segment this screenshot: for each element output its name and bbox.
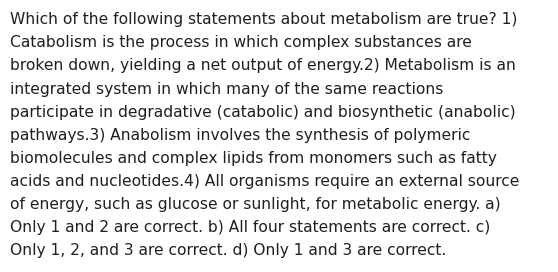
Text: acids and nucleotides.4) All organisms require an external source: acids and nucleotides.4) All organisms r…	[10, 174, 519, 189]
Text: Which of the following statements about metabolism are true? 1): Which of the following statements about …	[10, 12, 517, 27]
Text: participate in degradative (catabolic) and biosynthetic (anabolic): participate in degradative (catabolic) a…	[10, 105, 516, 120]
Text: biomolecules and complex lipids from monomers such as fatty: biomolecules and complex lipids from mon…	[10, 151, 497, 166]
Text: Only 1 and 2 are correct. b) All four statements are correct. c): Only 1 and 2 are correct. b) All four st…	[10, 220, 490, 235]
Text: broken down, yielding a net output of energy.2) Metabolism is an: broken down, yielding a net output of en…	[10, 58, 516, 73]
Text: integrated system in which many of the same reactions: integrated system in which many of the s…	[10, 82, 444, 97]
Text: of energy, such as glucose or sunlight, for metabolic energy. a): of energy, such as glucose or sunlight, …	[10, 197, 501, 212]
Text: Catabolism is the process in which complex substances are: Catabolism is the process in which compl…	[10, 35, 472, 50]
Text: pathways.3) Anabolism involves the synthesis of polymeric: pathways.3) Anabolism involves the synth…	[10, 128, 470, 143]
Text: Only 1, 2, and 3 are correct. d) Only 1 and 3 are correct.: Only 1, 2, and 3 are correct. d) Only 1 …	[10, 243, 446, 258]
